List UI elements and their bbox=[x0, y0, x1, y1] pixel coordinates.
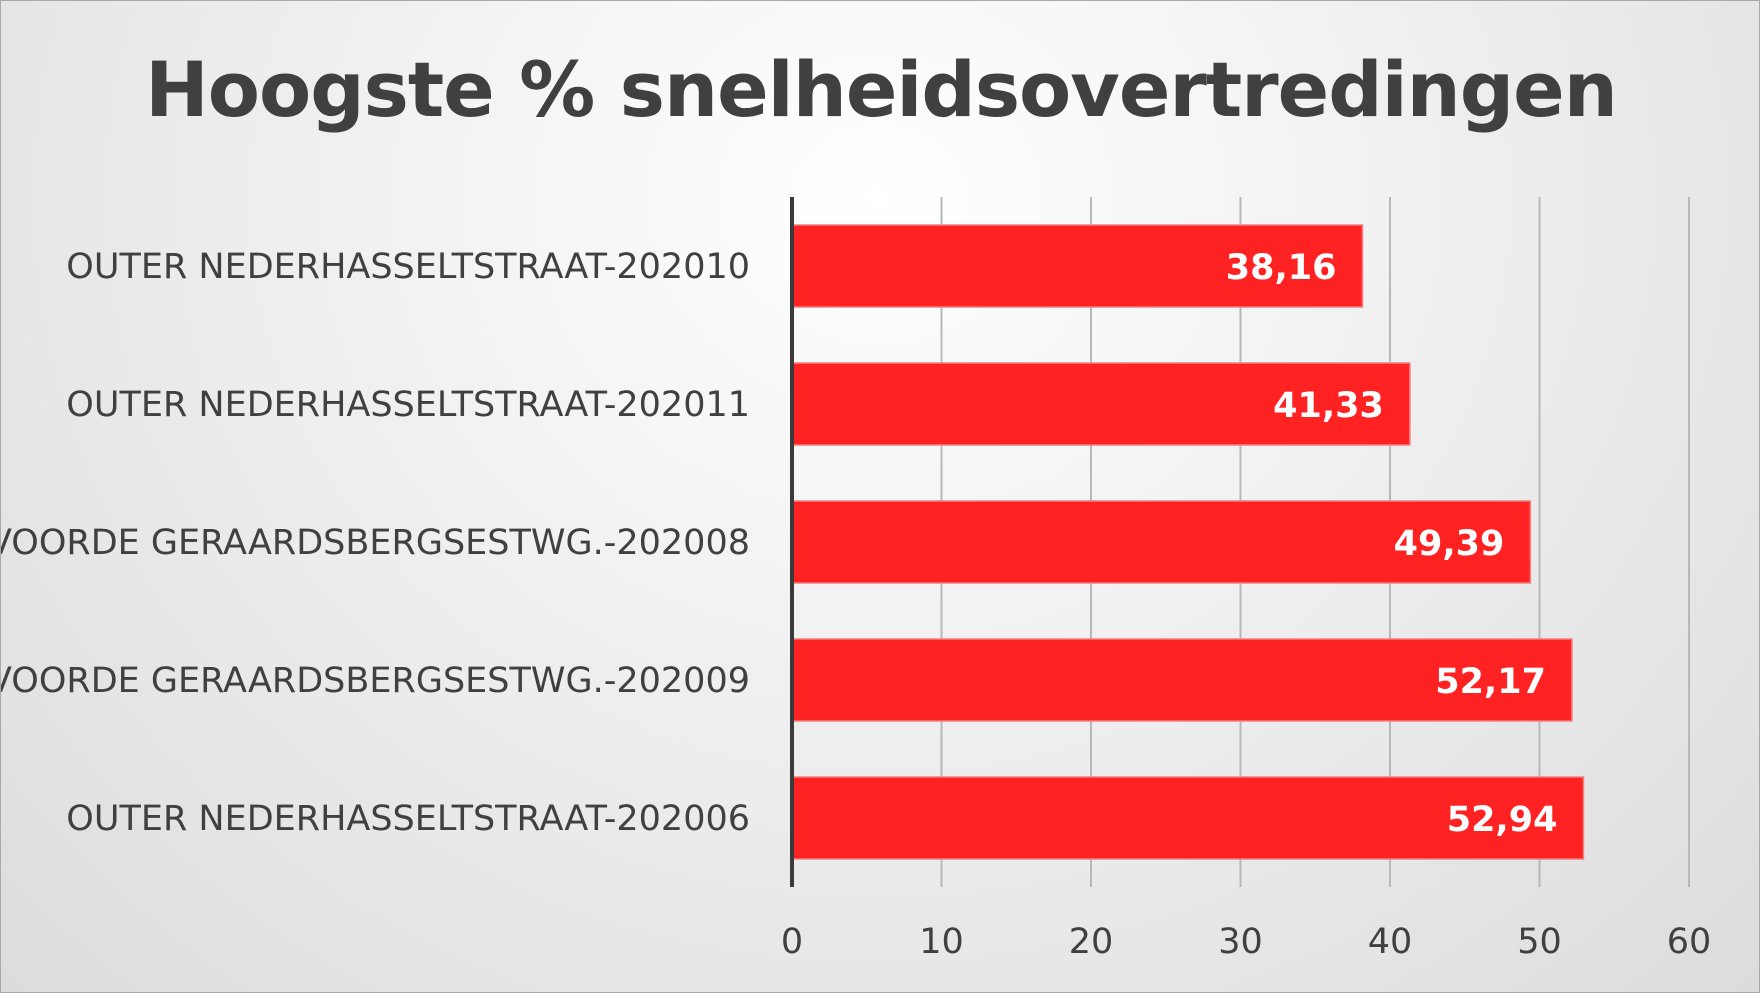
bar bbox=[791, 224, 1364, 308]
bar bbox=[791, 500, 1532, 584]
data-label: 38,16 bbox=[1226, 248, 1337, 288]
x-tick-label: 40 bbox=[1368, 922, 1413, 962]
x-tick-label: 50 bbox=[1517, 922, 1562, 962]
x-tick-label: 10 bbox=[919, 922, 964, 962]
category-label: VOORDE GERAARDSBERGSESTWG.-202008 bbox=[1, 523, 750, 563]
category-label: VOORDE GERAARDSBERGSESTWG.-202009 bbox=[1, 661, 750, 701]
x-tick-label: 30 bbox=[1218, 922, 1263, 962]
data-label: 49,39 bbox=[1394, 524, 1505, 564]
data-label: 52,94 bbox=[1447, 800, 1558, 840]
category-label: OUTER NEDERHASSELTSTRAAT-202010 bbox=[66, 247, 750, 287]
bar bbox=[791, 362, 1411, 446]
x-tick-label: 20 bbox=[1069, 922, 1114, 962]
data-label: 52,17 bbox=[1435, 662, 1546, 702]
x-tick-label: 60 bbox=[1667, 922, 1712, 962]
category-label: OUTER NEDERHASSELTSTRAAT-202011 bbox=[66, 385, 750, 425]
x-tick-label: 0 bbox=[781, 922, 803, 962]
bar bbox=[791, 638, 1573, 722]
data-label: 41,33 bbox=[1273, 386, 1384, 426]
bar bbox=[791, 776, 1585, 860]
bar-layer bbox=[791, 224, 1585, 860]
chart-title: Hoogste % snelheidsovertredingen bbox=[145, 45, 1618, 134]
label-layer: 0 10 20 30 40 50 60 OUTER NEDERHASSELTSTRAAT-20… bbox=[1, 247, 1711, 962]
category-label: OUTER NEDERHASSELTSTRAAT-202006 bbox=[66, 799, 750, 839]
